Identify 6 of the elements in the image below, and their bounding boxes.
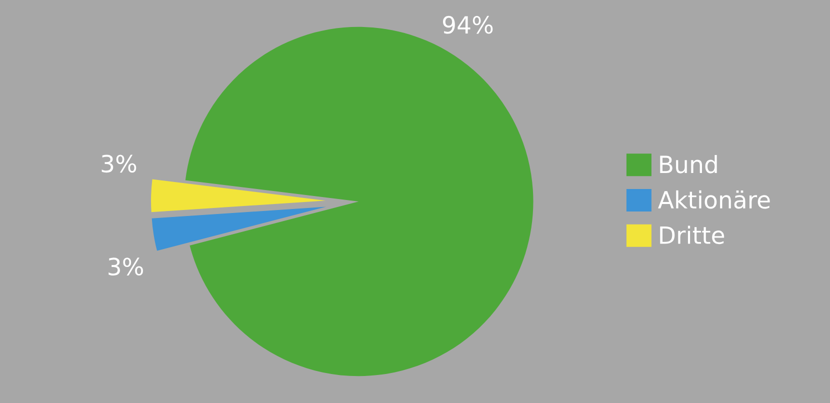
data-label: 3% [102,154,136,173]
data-label: 94% [443,16,493,34]
legend-label: Bund [660,155,717,174]
legend-label: Dritte [660,226,724,244]
data-label: 3% [108,258,143,276]
legend-label: Aktionäre [658,190,770,209]
